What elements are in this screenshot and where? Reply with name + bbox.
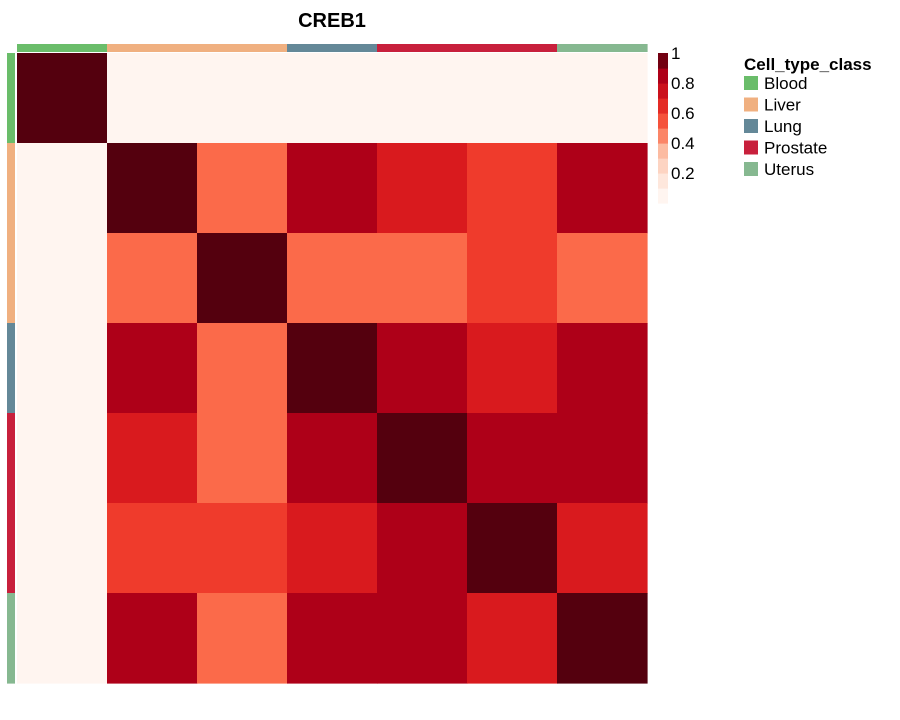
heatmap-cell <box>377 323 468 414</box>
legend-swatch <box>744 76 758 90</box>
heatmap-cell <box>467 413 558 504</box>
column-annotation-bar <box>17 44 648 52</box>
legend-label: Liver <box>764 96 801 115</box>
heatmap-cell <box>107 413 198 504</box>
colorbar-tick-label: 0.6 <box>671 104 695 123</box>
heatmap-cell <box>197 593 288 684</box>
heatmap-cell <box>377 503 468 594</box>
row-annotation-cell <box>7 143 15 234</box>
heatmap-cell <box>17 323 108 414</box>
colorbar: 1 0.8 0.6 0.4 0.2 <box>658 44 695 204</box>
colorbar-segment <box>658 53 668 69</box>
heatmap-cells <box>17 53 648 684</box>
row-annotation-cell <box>7 413 15 504</box>
heatmap-cell <box>287 503 378 594</box>
colorbar-segment <box>658 173 668 189</box>
heatmap-cell <box>107 53 198 144</box>
heatmap-cell <box>287 593 378 684</box>
heatmap-cell <box>557 233 648 324</box>
colorbar-segment <box>658 128 668 144</box>
colorbar-segment <box>658 158 668 174</box>
heatmap-cell <box>107 593 198 684</box>
column-annotation-cell <box>377 44 468 52</box>
chart-title: CREB1 <box>298 10 366 32</box>
column-annotation-cell <box>197 44 288 52</box>
heatmap-cell <box>107 143 198 234</box>
heatmap-cell <box>107 323 198 414</box>
heatmap-cell <box>17 413 108 504</box>
heatmap-cell <box>557 503 648 594</box>
colorbar-tick-label: 0.2 <box>671 164 695 183</box>
heatmap-cell <box>107 233 198 324</box>
heatmap-cell <box>17 53 108 144</box>
legend-label: Prostate <box>764 139 827 158</box>
heatmap-cell <box>197 53 288 144</box>
heatmap-cell <box>557 323 648 414</box>
column-annotation-cell <box>107 44 198 52</box>
column-annotation-cell <box>467 44 558 52</box>
heatmap-cell <box>17 233 108 324</box>
heatmap-cell <box>287 413 378 504</box>
heatmap-cell <box>197 233 288 324</box>
colorbar-tick-label: 0.8 <box>671 74 695 93</box>
heatmap-cell <box>467 593 558 684</box>
colorbar-segment <box>658 68 668 84</box>
heatmap-cell <box>557 143 648 234</box>
column-annotation-cell <box>557 44 648 52</box>
heatmap-cell <box>107 503 198 594</box>
heatmap-cell <box>287 143 378 234</box>
legend-title: Cell_type_class <box>744 55 872 74</box>
heatmap-cell <box>287 53 378 144</box>
heatmap-cell <box>467 323 558 414</box>
legend-label: Uterus <box>764 160 814 179</box>
heatmap-cell <box>377 233 468 324</box>
heatmap-cell <box>377 143 468 234</box>
colorbar-segment <box>658 113 668 129</box>
heatmap-cell <box>197 323 288 414</box>
heatmap-cell <box>467 53 558 144</box>
colorbar-segment <box>658 98 668 114</box>
column-annotation-cell <box>17 44 108 52</box>
colorbar-tick-label: 1 <box>671 44 680 63</box>
heatmap-cell <box>557 53 648 144</box>
heatmap-cell <box>377 593 468 684</box>
legend-label: Lung <box>764 117 802 136</box>
row-annotation-cell <box>7 593 15 684</box>
row-annotation-cell <box>7 233 15 324</box>
legend-swatch <box>744 97 758 112</box>
legend-swatch <box>744 140 758 155</box>
heatmap-cell <box>377 53 468 144</box>
heatmap-cell <box>287 233 378 324</box>
heatmap-cell <box>287 323 378 414</box>
legend-swatch <box>744 162 758 176</box>
heatmap-cell <box>467 503 558 594</box>
heatmap-cell <box>197 143 288 234</box>
colorbar-segment <box>658 143 668 159</box>
heatmap-cell <box>17 143 108 234</box>
row-annotation-cell <box>7 53 15 144</box>
colorbar-tick-label: 0.4 <box>671 134 695 153</box>
heatmap-cell <box>557 413 648 504</box>
heatmap-cell <box>197 413 288 504</box>
cell-type-legend: Cell_type_class Blood Liver Lung Prostate Ut… <box>744 55 872 179</box>
heatmap-cell <box>17 503 108 594</box>
legend-label: Blood <box>764 74 807 93</box>
heatmap-cell <box>377 413 468 504</box>
colorbar-segment <box>658 83 668 99</box>
heatmap-cell <box>467 143 558 234</box>
legend-swatch <box>744 119 758 133</box>
row-annotation-cell <box>7 503 15 594</box>
heatmap-cell <box>557 593 648 684</box>
heatmap-cell <box>17 593 108 684</box>
row-annotation-bar <box>7 53 15 684</box>
row-annotation-cell <box>7 323 15 414</box>
colorbar-segment <box>658 188 668 204</box>
column-annotation-cell <box>287 44 378 52</box>
heatmap-cell <box>197 503 288 594</box>
heatmap-cell <box>467 233 558 324</box>
